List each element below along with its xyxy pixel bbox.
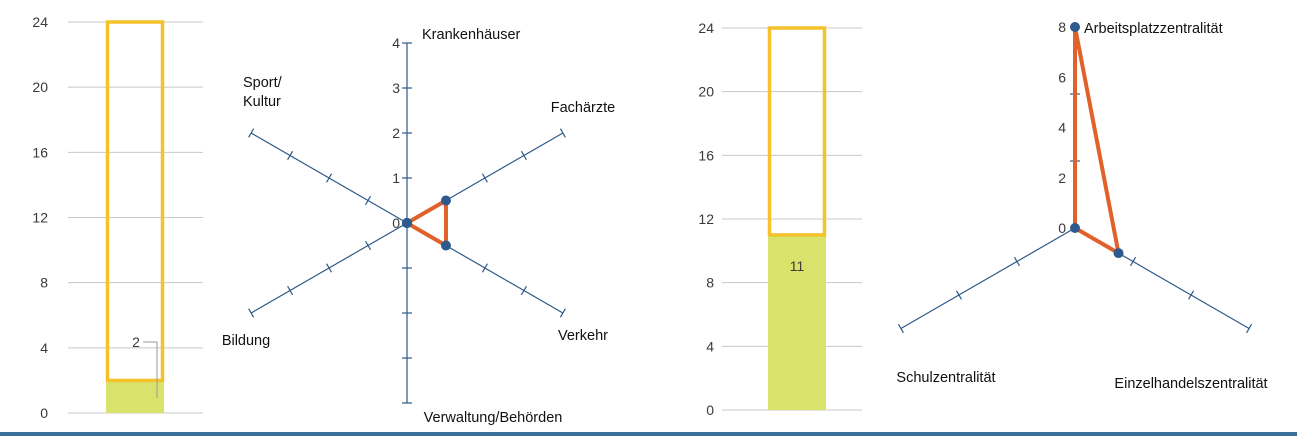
radar-series-line (1073, 25, 1121, 256)
y-tick-label: 0 (40, 405, 48, 421)
radar-scale-label: 1 (392, 170, 400, 186)
radar-axis-label-line: Sport/ (243, 75, 283, 91)
radar-tick (481, 263, 488, 273)
radar-axis-label: Bildung (222, 333, 270, 349)
bar-chart-right: 0 4 8 12 16 20 24 11 (698, 20, 862, 418)
radar-tick (365, 195, 372, 206)
y-tick-label: 4 (40, 340, 48, 356)
radar-tick (520, 285, 527, 296)
radar-tick (1013, 256, 1020, 267)
value-bar (106, 380, 164, 413)
data-label-leader (143, 341, 158, 398)
radar-scale-label: 2 (1058, 170, 1066, 186)
y-tick-label: 16 (698, 147, 714, 163)
radar-tick (897, 323, 904, 334)
y-tick-label: 4 (706, 338, 714, 354)
bottom-rule (0, 432, 1297, 436)
radar-axis-label-line: Kultur (243, 94, 281, 110)
radar-axis-label: Arbeitsplatzzentralität (1084, 21, 1223, 37)
max-outline (105, 20, 165, 383)
radar-tick (1188, 290, 1195, 300)
radar-axis-label: Verkehr (558, 328, 608, 344)
radar-axis-label: Schulzentralität (896, 370, 995, 386)
radar-chart-left: 0 1 2 3 4 Krankenhäuser Fachärzte Verkehr Verwal… (222, 27, 615, 426)
radar-tick (287, 285, 294, 296)
radar-scale-label: 4 (392, 35, 400, 51)
radar-chart-right: 0 2 4 6 8 Arbeitsplatzzentralität Einzelhandel… (896, 19, 1267, 392)
radar-scale-label: 8 (1058, 19, 1066, 35)
max-outline (767, 26, 827, 237)
radar-axis-label: Krankenhäuser (422, 27, 521, 43)
y-tick-label: 16 (32, 144, 48, 160)
y-tick-label: 20 (32, 79, 48, 95)
radar-point (402, 218, 412, 228)
radar-tick (559, 308, 566, 318)
y-tick-label: 12 (698, 211, 714, 227)
radar-axis (900, 227, 1076, 330)
radar-series-line (405, 198, 448, 248)
radar-axis-label: Verwaltung/Behörden (424, 410, 563, 426)
radar-tick (559, 128, 566, 138)
radar-scale-label: 6 (1058, 69, 1066, 85)
radar-tick (326, 173, 333, 183)
radar-point (1113, 248, 1124, 259)
radar-point (440, 240, 451, 251)
y-tick-label: 8 (706, 275, 714, 291)
value-bar (768, 234, 826, 410)
radar-scale-label: 4 (1058, 120, 1066, 136)
radar-tick (365, 240, 372, 251)
y-tick-label: 20 (698, 84, 714, 100)
radar-tick (287, 150, 294, 161)
radar-point (1070, 22, 1080, 32)
radar-tick (1130, 256, 1137, 267)
bar-chart-left: 0 4 8 12 16 20 24 2 (32, 14, 203, 421)
radar-scale-label: 2 (392, 125, 400, 141)
y-tick-label: 24 (698, 20, 714, 36)
radar-scale-label: 3 (392, 80, 400, 96)
data-label: 2 (132, 334, 140, 350)
radar-scale-label: 0 (392, 215, 400, 231)
radar-tick (481, 173, 488, 183)
y-tick-label: 0 (706, 402, 714, 418)
radar-axis-label: Einzelhandelszentralität (1114, 376, 1267, 392)
radar-axis-label: Fachärzte (551, 100, 615, 116)
y-tick-label: 24 (32, 14, 48, 30)
y-tick-label: 12 (32, 210, 48, 226)
data-label: 11 (790, 258, 805, 274)
radar-scale-label: 0 (1058, 220, 1066, 236)
radar-axis-label: Sport/Kultur (243, 75, 283, 110)
radar-tick (248, 308, 255, 318)
y-tick-label: 8 (40, 275, 48, 291)
radar-point (440, 195, 451, 206)
radar-tick (520, 150, 527, 161)
radar-tick (1246, 323, 1253, 334)
radar-tick (955, 290, 962, 300)
radar-point (1070, 223, 1080, 233)
radar-tick (326, 263, 333, 273)
radar-tick (248, 128, 255, 138)
